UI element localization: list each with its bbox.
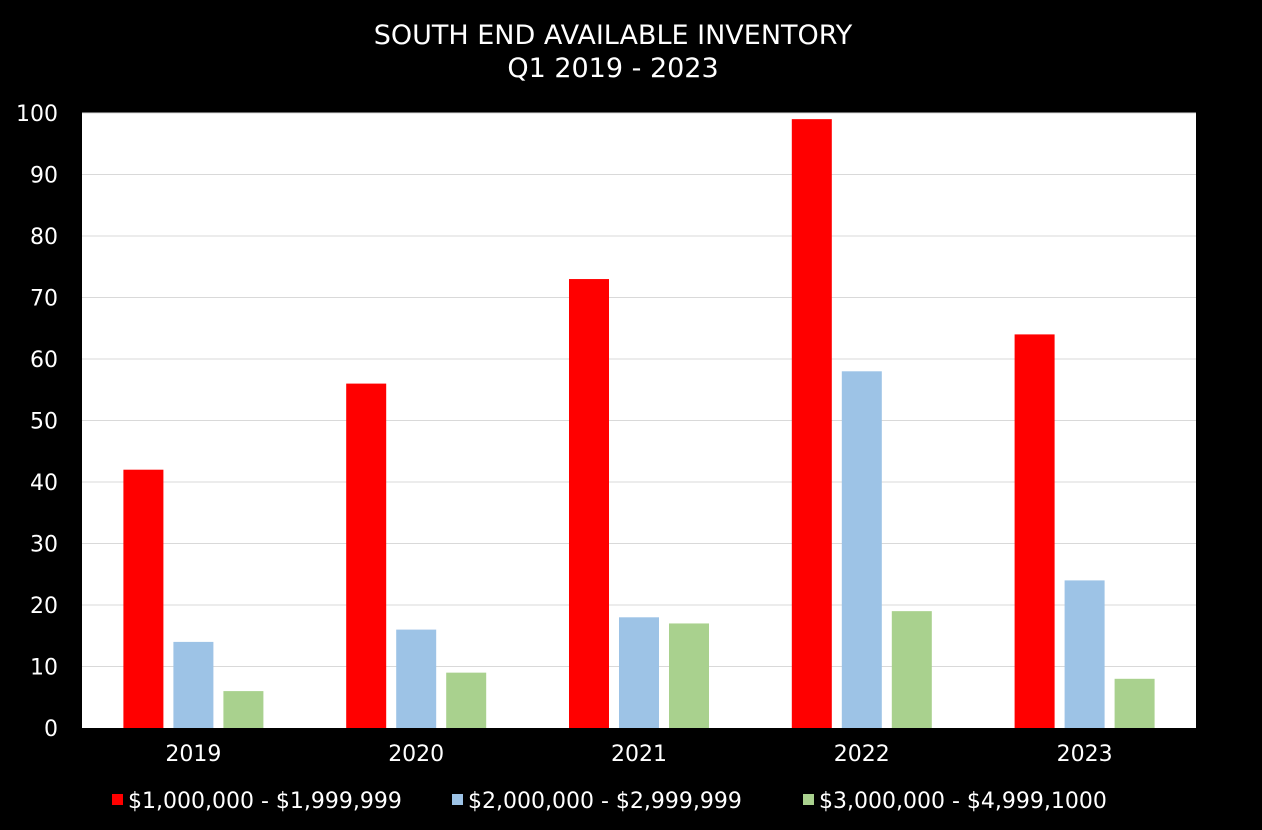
bar-2022-series-2 — [841, 371, 882, 728]
legend-label-1: $1,000,000 - $1,999,999 — [128, 789, 402, 814]
y-tick-label: 100 — [16, 102, 58, 127]
x-tick-label: 2019 — [165, 742, 221, 767]
bar-2019-series-3 — [223, 691, 264, 728]
y-tick-label: 70 — [30, 287, 58, 312]
chart-subtitle: Q1 2019 - 2023 — [507, 53, 718, 84]
y-tick-label: 50 — [30, 410, 58, 435]
bar-2020-series-2 — [396, 629, 437, 728]
gridlines — [82, 112, 1196, 667]
y-tick-label: 80 — [30, 225, 58, 250]
x-tick-label: 2021 — [611, 742, 667, 767]
legend-label-3: $3,000,000 - $4,999,1000 — [819, 789, 1107, 814]
bar-2022-series-1 — [791, 119, 832, 728]
legend-swatch-2 — [452, 794, 463, 805]
bar-2019-series-1 — [123, 469, 164, 728]
bars — [123, 119, 1155, 728]
legend: $1,000,000 - $1,999,999 $2,000,000 - $2,9… — [112, 789, 1107, 814]
bar-2021-series-3 — [669, 623, 709, 728]
bar-2020-series-1 — [346, 383, 387, 728]
y-tick-label: 30 — [30, 533, 58, 558]
bar-2021-series-1 — [569, 279, 609, 728]
y-axis-ticks: 0 10 20 30 40 50 60 70 80 90 100 — [16, 102, 58, 742]
bar-2021-series-2 — [619, 617, 659, 728]
x-axis-ticks: 2019 2020 2021 2022 2023 — [165, 742, 1112, 767]
y-tick-label: 60 — [30, 348, 58, 373]
legend-swatch-1 — [112, 794, 123, 805]
x-tick-label: 2022 — [834, 742, 890, 767]
y-tick-label: 10 — [30, 656, 58, 681]
bar-2019-series-2 — [173, 641, 214, 728]
y-tick-label: 0 — [44, 717, 58, 742]
y-tick-label: 40 — [30, 471, 58, 496]
legend-swatch-3 — [803, 794, 814, 805]
x-tick-label: 2020 — [388, 742, 444, 767]
legend-label-2: $2,000,000 - $2,999,999 — [468, 789, 742, 814]
y-tick-label: 20 — [30, 594, 58, 619]
y-tick-label: 90 — [30, 164, 58, 189]
bar-2022-series-3 — [891, 611, 932, 728]
bar-2023-series-3 — [1114, 678, 1155, 728]
bar-2023-series-2 — [1064, 580, 1105, 728]
x-tick-label: 2023 — [1057, 742, 1113, 767]
bar-2020-series-3 — [446, 672, 487, 728]
chart-title: SOUTH END AVAILABLE INVENTORY — [374, 20, 853, 51]
bar-2023-series-1 — [1014, 334, 1055, 728]
